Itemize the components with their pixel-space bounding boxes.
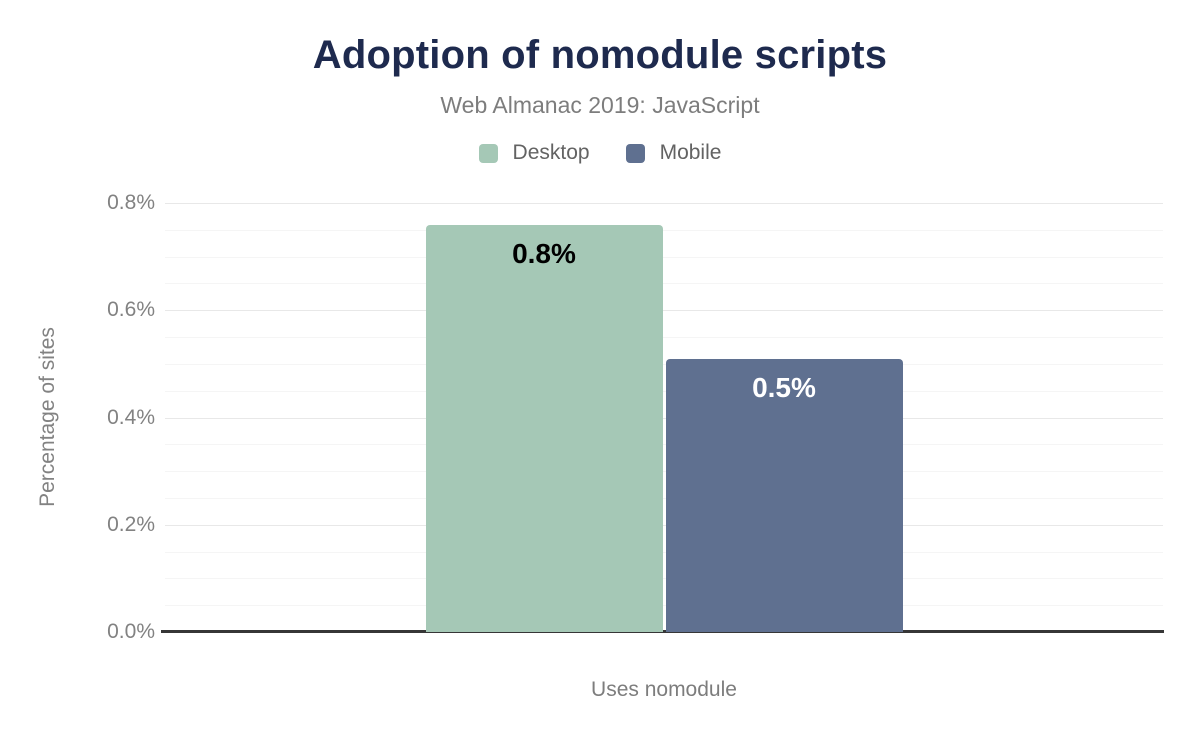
x-axis-line bbox=[161, 630, 1164, 633]
gridline-minor bbox=[165, 363, 1163, 365]
gridline-major bbox=[165, 417, 1163, 419]
legend-item-mobile: Mobile bbox=[625, 141, 722, 165]
bar-mobile: 0.5% bbox=[665, 358, 903, 632]
bar-desktop: 0.8% bbox=[425, 224, 663, 632]
gridline-minor bbox=[165, 337, 1163, 339]
gridline-minor bbox=[165, 229, 1163, 231]
gridline-major bbox=[165, 203, 1163, 204]
y-tick-label: 0.2% bbox=[107, 512, 155, 536]
x-axis-label: Uses nomodule bbox=[591, 678, 737, 701]
gridline-minor bbox=[165, 471, 1163, 473]
gridline-major bbox=[165, 524, 1163, 526]
chart-subtitle: Web Almanac 2019: JavaScript bbox=[440, 92, 760, 118]
desktop-swatch-icon bbox=[478, 143, 498, 163]
bar-value-label: 0.8% bbox=[512, 237, 576, 269]
gridline-minor bbox=[165, 551, 1163, 553]
gridline-major bbox=[165, 310, 1163, 312]
y-tick-label: 0.8% bbox=[107, 191, 155, 214]
y-tick-label: 0.6% bbox=[107, 298, 155, 322]
legend-label-mobile: Mobile bbox=[659, 141, 722, 164]
gridline-minor bbox=[165, 390, 1163, 392]
gridline-minor bbox=[165, 444, 1163, 446]
legend: Desktop Mobile bbox=[0, 141, 1200, 165]
mobile-swatch-icon bbox=[625, 143, 645, 163]
legend-label-desktop: Desktop bbox=[512, 141, 590, 164]
legend-item-desktop: Desktop bbox=[478, 141, 590, 165]
gridline-minor bbox=[165, 497, 1163, 499]
gridline-minor bbox=[165, 605, 1163, 607]
y-tick-label: 0.4% bbox=[107, 405, 155, 429]
bar-value-label: 0.5% bbox=[752, 371, 816, 403]
plot-area: 0.8% 0.5% bbox=[161, 203, 1164, 633]
gridline-minor bbox=[165, 256, 1163, 258]
gridline-minor bbox=[165, 283, 1163, 285]
y-tick-label: 0.0% bbox=[107, 620, 155, 643]
gridline-minor bbox=[165, 578, 1163, 580]
chart-title: Adoption of nomodule scripts bbox=[312, 33, 888, 77]
